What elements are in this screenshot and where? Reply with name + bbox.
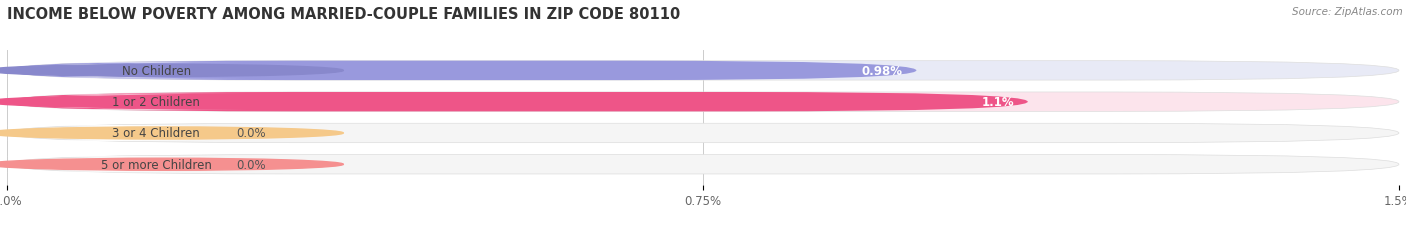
FancyBboxPatch shape (0, 157, 247, 173)
FancyBboxPatch shape (7, 93, 1028, 112)
Text: No Children: No Children (122, 65, 191, 78)
Text: 0.0%: 0.0% (236, 158, 266, 171)
Text: INCOME BELOW POVERTY AMONG MARRIED-COUPLE FAMILIES IN ZIP CODE 80110: INCOME BELOW POVERTY AMONG MARRIED-COUPL… (7, 7, 681, 22)
Text: 0.0%: 0.0% (236, 127, 266, 140)
FancyBboxPatch shape (0, 63, 247, 79)
FancyBboxPatch shape (0, 125, 247, 141)
FancyBboxPatch shape (7, 155, 1399, 174)
Text: 5 or more Children: 5 or more Children (101, 158, 212, 171)
FancyBboxPatch shape (7, 124, 1399, 143)
Text: 0.98%: 0.98% (862, 65, 903, 78)
FancyBboxPatch shape (0, 94, 247, 110)
FancyBboxPatch shape (7, 93, 1399, 112)
FancyBboxPatch shape (7, 61, 917, 81)
Circle shape (0, 158, 343, 170)
Circle shape (0, 65, 343, 77)
Circle shape (0, 127, 343, 140)
FancyBboxPatch shape (7, 61, 1399, 81)
Text: 1.1%: 1.1% (981, 96, 1014, 109)
Text: Source: ZipAtlas.com: Source: ZipAtlas.com (1292, 7, 1403, 17)
Circle shape (0, 96, 343, 108)
Text: 1 or 2 Children: 1 or 2 Children (112, 96, 200, 109)
Text: 3 or 4 Children: 3 or 4 Children (112, 127, 200, 140)
